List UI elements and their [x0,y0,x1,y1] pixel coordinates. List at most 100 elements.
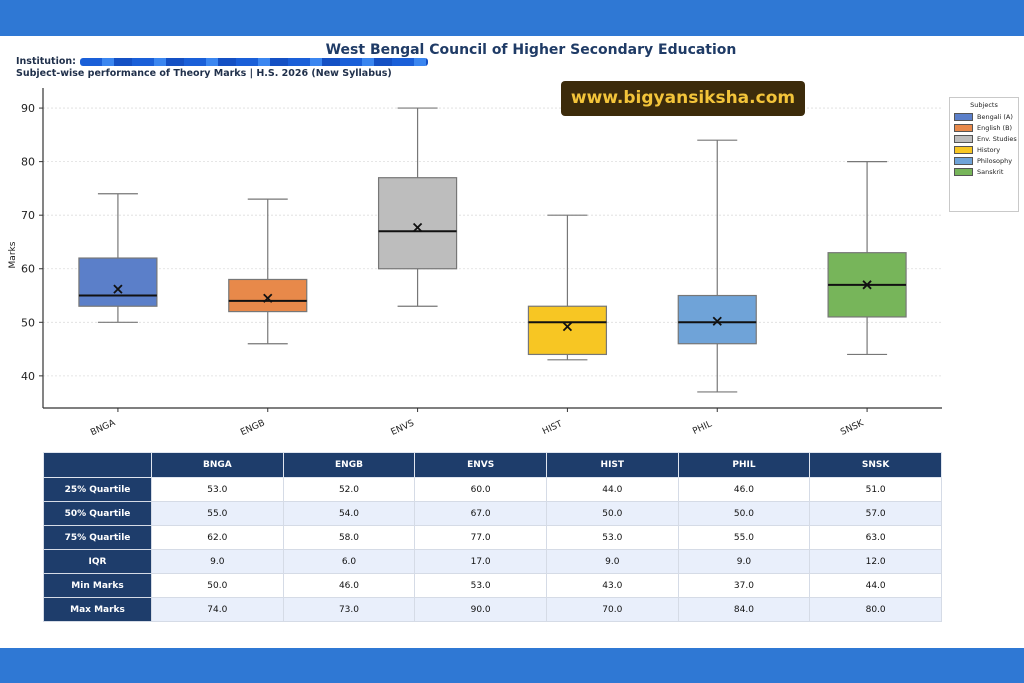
table-row-header: Min Marks [43,573,152,598]
chart-legend: Subjects Bengali (A) English (B) Env. Stud… [949,97,1019,212]
quartile-table: BNGA ENGB ENVS HIST PHIL SNSK 25% Quartile 53.… [43,452,942,622]
legend-swatch [954,112,973,121]
table-row: Max Marks 74.0 73.0 90.0 70.0 84.0 80.0 [43,597,942,622]
grid-lines [43,107,942,377]
x-tick-label: PHIL [691,419,713,436]
page-title: West Bengal Council of Higher Secondary … [325,42,737,58]
x-tick-label: SNSK [839,418,866,438]
x-tick-label: ENVS [390,418,416,437]
table-row: 50% Quartile 55.0 54.0 67.0 50.0 50.0 57.0 [43,501,942,526]
iqr-box [677,294,757,345]
table-cell: 67.0 [414,501,547,526]
table-column-header: SNSK [809,452,942,478]
table-cell: 46.0 [677,477,811,502]
box-bnga [78,193,158,323]
table-corner-header [43,452,152,478]
mean-marker [862,280,872,290]
legend-swatch [954,134,973,143]
table-cell: 44.0 [545,477,679,502]
table-column-header: BNGA [151,452,284,478]
legend-label: Bengali (A) [977,112,1013,121]
table-cell: 50.0 [677,501,811,526]
table-cell: 73.0 [282,597,416,622]
axes [39,88,942,412]
table-column-header: HIST [545,452,679,478]
table-cell: 60.0 [414,477,547,502]
mean-marker [113,284,123,294]
table-cell: 51.0 [809,477,942,502]
table-row-header: Max Marks [43,597,152,622]
table-cell: 84.0 [677,597,811,622]
table-cell: 70.0 [545,597,679,622]
iqr-box [228,278,308,313]
table-cell: 9.0 [677,549,811,574]
y-tick-label: 80 [21,156,35,169]
page-subtitle: Subject-wise performance of Theory Marks… [16,68,392,79]
table-cell: 74.0 [151,597,284,622]
bottom-banner [0,648,1024,683]
table-cell: 58.0 [282,525,416,550]
table-row: 25% Quartile 53.0 52.0 60.0 44.0 46.0 51.0 [43,477,942,502]
institution-line: Institution: [16,56,428,67]
legend-item: Sanskrit [950,166,1018,177]
legend-swatch [954,123,973,132]
table-cell: 50.0 [545,501,679,526]
legend-swatch [954,167,973,176]
table-cell: 17.0 [414,549,547,574]
table-column-header: ENGB [282,452,416,478]
legend-item: History [950,144,1018,155]
table-header-row: BNGA ENGB ENVS HIST PHIL SNSK [43,452,942,478]
table-cell: 55.0 [677,525,811,550]
table-cell: 9.0 [151,549,284,574]
boxplot-chart: 40 50 60 70 80 90 BNGA ENGB ENVS HIST PHIL SNSK Mar… [8,88,942,438]
top-banner [0,0,1024,36]
mean-marker [412,222,423,233]
table-cell: 52.0 [282,477,416,502]
redacted-institution-name [79,57,428,66]
legend-label: Sanskrit [977,167,1004,176]
table-cell: 9.0 [545,549,679,574]
box-phil [677,139,757,393]
table-cell: 6.0 [282,549,416,574]
table-row: IQR 9.0 6.0 17.0 9.0 9.0 12.0 [43,549,942,574]
y-tick-label: 90 [21,102,35,115]
box-envs [377,107,458,307]
legend-label: Philosophy [977,156,1013,165]
legend-item: Bengali (A) [950,111,1018,122]
table-cell: 77.0 [414,525,547,550]
y-axis-label: Marks [8,241,18,268]
box-engb [228,198,308,345]
table-cell: 55.0 [151,501,284,526]
x-tick-label: ENGB [239,418,266,438]
table-cell: 53.0 [414,573,547,598]
table-cell: 80.0 [809,597,942,622]
table-cell: 53.0 [545,525,679,550]
table-cell: 43.0 [545,573,679,598]
table-row: 75% Quartile 62.0 58.0 77.0 53.0 55.0 63.0 [43,525,942,550]
iqr-box [377,177,458,270]
watermark-link[interactable]: www.bigyansiksha.com [561,81,805,116]
legend-item: Env. Studies [950,133,1018,144]
table-row-header: 75% Quartile [43,525,152,550]
y-tick-label: 40 [21,370,35,383]
table-cell: 62.0 [151,525,284,550]
table-cell: 46.0 [282,573,416,598]
report-page: West Bengal Council of Higher Secondary … [0,36,1024,648]
iqr-box [527,305,608,356]
mean-marker [263,293,273,303]
table-cell: 50.0 [151,573,284,598]
table-cell: 44.0 [809,573,942,598]
legend-label: Env. Studies [977,134,1017,143]
mean-marker [562,321,573,332]
x-tick-label: HIST [541,419,564,437]
table-cell: 57.0 [809,501,942,526]
table-cell: 90.0 [414,597,547,622]
mean-marker [712,316,722,326]
table-cell: 53.0 [151,477,284,502]
table-cell: 12.0 [809,549,942,574]
legend-swatch [954,145,973,154]
legend-title: Subjects [970,101,998,109]
table-cell: 37.0 [677,573,811,598]
institution-label: Institution: [16,56,76,67]
legend-label: History [977,145,1001,154]
